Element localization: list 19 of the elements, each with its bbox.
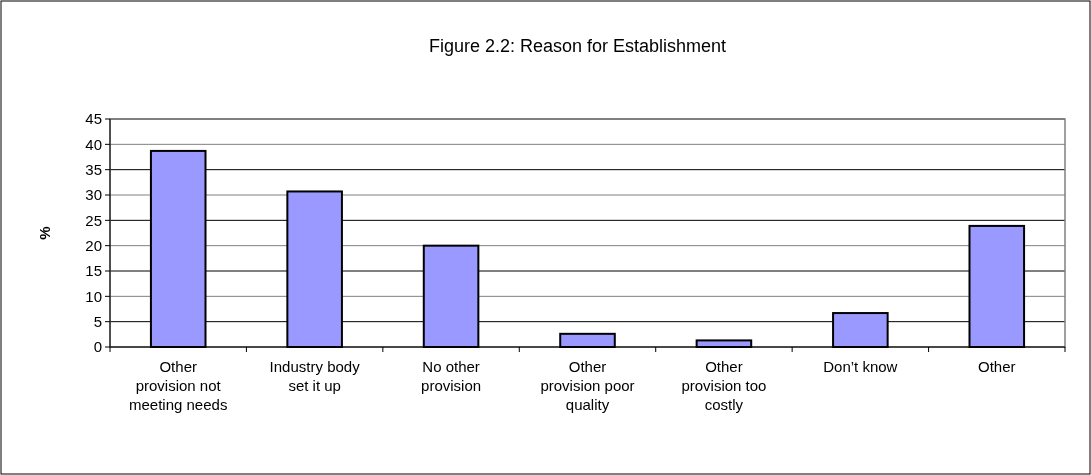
y-tick-label: 35 xyxy=(85,160,102,178)
x-tick-label: Other provision poor quality xyxy=(540,358,635,413)
x-tick-label: Industry body set it up xyxy=(269,358,361,394)
x-tick-label: No other provision xyxy=(421,358,482,394)
y-tick-label: 20 xyxy=(85,236,102,254)
y-tick-label: 10 xyxy=(85,287,102,305)
x-tick-label: Other xyxy=(978,358,1016,375)
x-tick-label: Other provision not meeting needs xyxy=(129,358,228,413)
y-tick-label: 15 xyxy=(85,262,102,280)
y-tick-label: 30 xyxy=(85,186,102,204)
y-tick-label: 40 xyxy=(85,135,102,153)
x-tick-label: Other provision too costly xyxy=(681,358,767,413)
y-tick-label: 25 xyxy=(85,211,102,229)
y-tick-label: 45 xyxy=(85,110,102,128)
x-tick-label: Don’t know xyxy=(823,358,898,375)
chart-title: Figure 2.2: Reason for Establishment xyxy=(428,36,727,56)
y-axis-title: % xyxy=(36,226,53,240)
y-tick-label: 5 xyxy=(93,312,102,330)
y-tick-label: 0 xyxy=(93,338,102,356)
